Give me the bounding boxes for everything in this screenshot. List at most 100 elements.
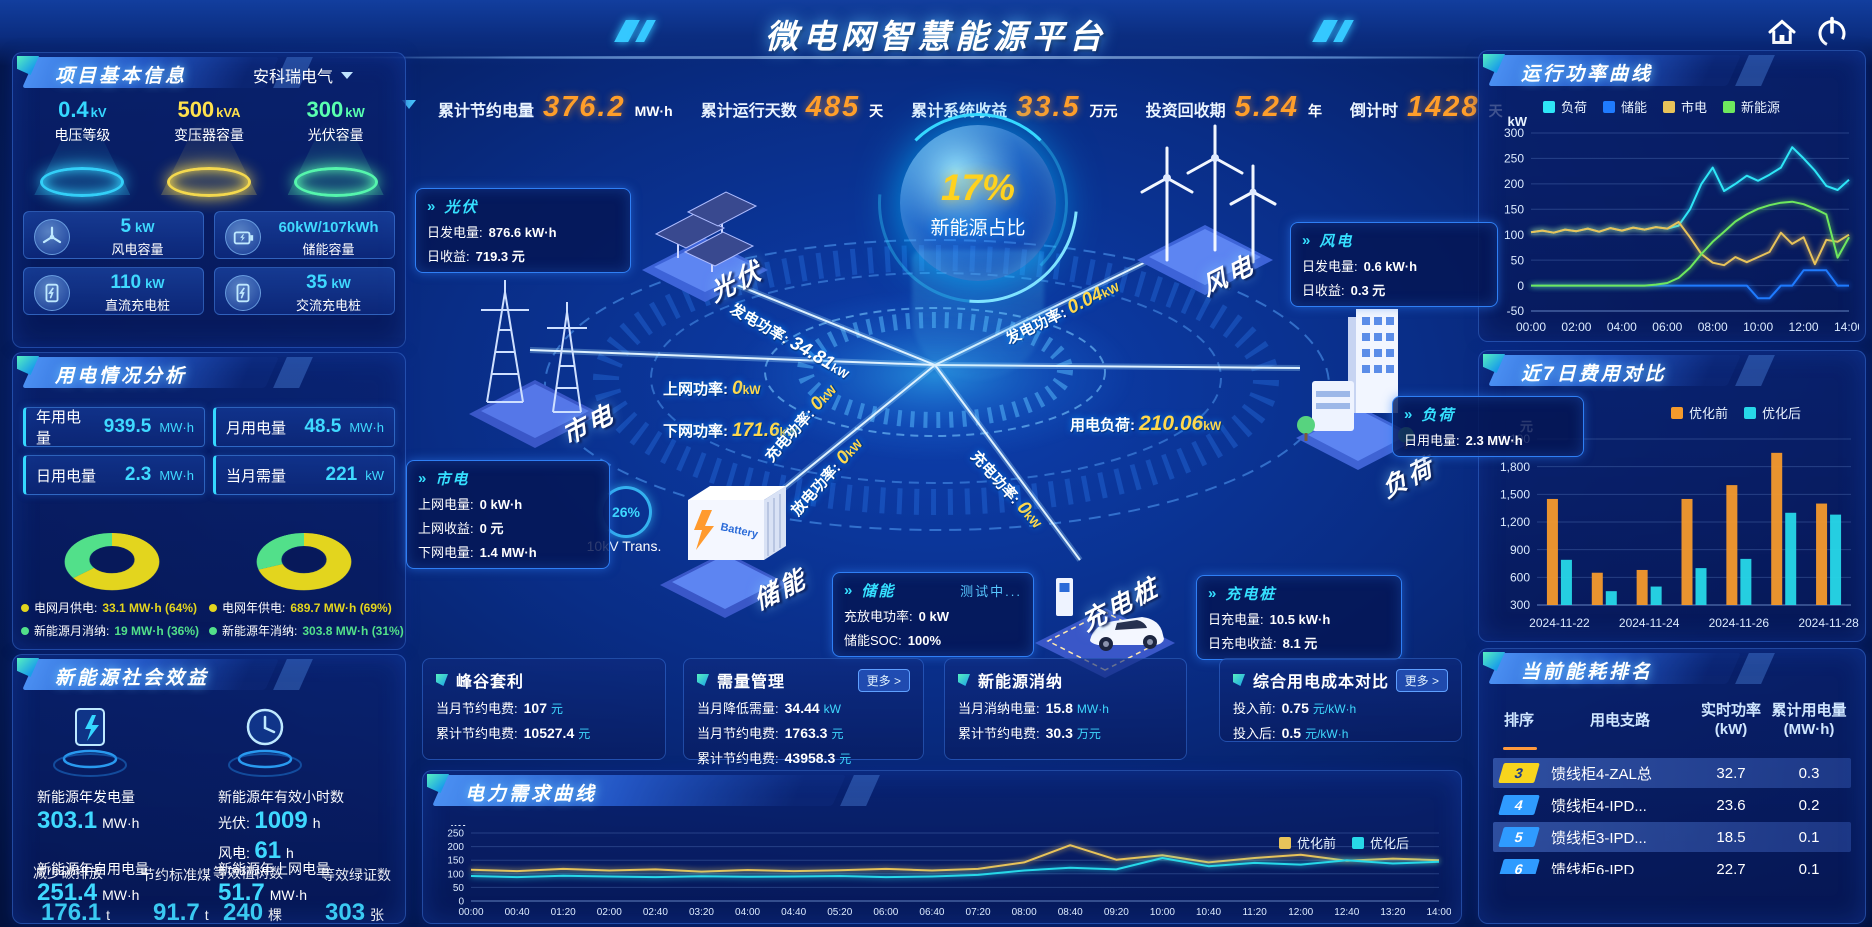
status-badge: 测试中... (960, 584, 1022, 599)
hours-icon (218, 703, 313, 783)
svg-text:04:40: 04:40 (781, 907, 806, 918)
bottom-kpi-title: 综合用电成本对比 (1253, 674, 1390, 691)
flow-value: 171.6 (732, 420, 780, 441)
kpi-unit: 万元 (1089, 102, 1118, 119)
demand-chart-legend: 优化前 优化后 (1279, 833, 1409, 852)
svg-text:02:40: 02:40 (643, 907, 668, 918)
monthly-supply-donut (37, 499, 187, 604)
company-dropdown[interactable]: 安科瑞电气 (253, 63, 353, 87)
kpi-row-label: 投入后: (1233, 726, 1276, 741)
charger-tooltip-title: 充电桩 (1225, 586, 1277, 603)
metric-label: 新能源年上网电量 (218, 861, 330, 877)
table-row: 3 馈线柜4-ZAL总 32.7 0.3 (1493, 758, 1851, 788)
legend-item-新能源[interactable]: 新能源 (1723, 97, 1780, 116)
svg-text:0: 0 (1517, 279, 1524, 293)
bottom-kpi-row: 累计节约电费: 43958.3 元 (697, 748, 910, 767)
panel-title: 电力需求曲线 (465, 784, 598, 805)
svg-text:04:00: 04:00 (1607, 320, 1637, 334)
rank-cell: 3 (1493, 763, 1545, 783)
legend-swatch (1744, 406, 1757, 419)
kpi-label: 倒计时 (1350, 102, 1399, 120)
svg-text:01:20: 01:20 (551, 907, 576, 918)
bottom-kpi-row: 累计节约电费: 10527.4 元 (436, 723, 652, 742)
kpi-item: 累计节约电量 376.2 MW·h (438, 91, 673, 124)
svg-text:06:40: 06:40 (919, 907, 944, 918)
legend-item: 电网月供电: 33.1 MW·h (64%) (21, 599, 209, 616)
svg-text:900: 900 (1510, 543, 1530, 557)
legend-item-优化后[interactable]: 优化后 (1744, 403, 1801, 422)
hologram-value: 300 kW (306, 97, 365, 122)
power-cell: 23.6 (1716, 796, 1746, 814)
grid-tooltip: » 市电 上网电量: 0 kW·h 上网收益: 0 元 下网电量: 1.4 MW·h (406, 460, 610, 569)
pv-island[interactable] (630, 172, 780, 312)
tooltip-row: 储能SOC: 100% (844, 633, 942, 648)
rank-cell: 4 (1493, 795, 1545, 815)
storage-tooltip: » 储能 测试中... 充放电功率: 0 kW 储能SOC: 100% (832, 572, 1034, 657)
monthly-donut-legend: 电网月供电: 33.1 MW·h (64%) 新能源月消纳: 19 MW·h (36%… (21, 599, 209, 645)
more-button[interactable]: 更多 > (857, 668, 910, 692)
svg-text:11:20: 11:20 (1242, 907, 1267, 918)
wind-turbine-icon (34, 219, 70, 255)
power-icon[interactable] (1814, 14, 1850, 50)
legend-label: 电网年供电: (222, 601, 286, 615)
svg-text:1,200: 1,200 (1500, 515, 1530, 529)
grid-island[interactable] (445, 262, 625, 457)
legend-item-负荷[interactable]: 负荷 (1543, 97, 1587, 116)
metric-value: 251.4 MW·h (37, 879, 140, 906)
storage-island[interactable]: Battery (640, 438, 810, 628)
load-island[interactable] (1278, 285, 1438, 480)
svg-text:10:00: 10:00 (1743, 320, 1773, 334)
charger-icon (34, 275, 70, 311)
cost-chart-legend: 优化前 优化后 (1671, 403, 1801, 422)
hologram-label: 电压等级 (54, 127, 111, 143)
svg-text:100: 100 (447, 869, 464, 880)
more-button[interactable]: 更多 > (1395, 668, 1448, 692)
kpi-row-unit: 元 (831, 727, 844, 741)
tooltip-row: 日充电量: 10.5 kW·h (1208, 612, 1331, 627)
home-icon[interactable] (1764, 14, 1800, 50)
arrow-icon: » (418, 470, 429, 487)
svg-text:08:40: 08:40 (1058, 907, 1083, 918)
demand-curve-chart: kW25020015010050000:0000:4001:2002:0002:… (433, 817, 1452, 924)
flow-unit: kW (742, 383, 761, 397)
legend-item-优化后[interactable]: 优化后 (1352, 833, 1409, 852)
flow-label-to-grid: 上网功率: 0kW (663, 378, 761, 400)
svg-text:05:20: 05:20 (827, 907, 852, 918)
stat-label: 当月需量 (226, 467, 287, 485)
svg-text:08:00: 08:00 (1012, 907, 1037, 918)
column-header: 实时功率 (kW) (1700, 702, 1761, 738)
metric-value: 51.7 MW·h (218, 879, 308, 906)
capacity-label: 直流充电桩 (104, 298, 170, 313)
svg-text:08:00: 08:00 (1698, 320, 1728, 334)
charger-icon (225, 275, 261, 311)
legend-label: 电网月供电: (34, 601, 98, 615)
flow-unit: kW (1203, 419, 1222, 433)
wind-island[interactable] (1115, 100, 1295, 305)
legend-item-市电[interactable]: 市电 (1663, 97, 1707, 116)
legend-item-优化前[interactable]: 优化前 (1671, 403, 1728, 422)
kpi-row-label: 当月消纳电量: (958, 701, 1040, 716)
bottom-kpi-0: 峰谷套利 当月节约电费: 107 元累计节约电费: 10527.4 元 (422, 658, 666, 760)
legend-label: 优化后 (1370, 836, 1410, 851)
legend-item: 新能源年消纳: 303.8 MW·h (31%) (209, 622, 404, 639)
svg-text:0: 0 (458, 897, 464, 908)
kpi-row-label: 累计节约电费: (436, 726, 518, 741)
bottom-kpi-title-row: 峰谷套利 (436, 668, 652, 692)
kpi-item: 倒计时1428天 (1350, 91, 1503, 124)
bottom-kpi-1: 需量管理 更多 > 当月降低需量: 34.44 kW 当月节约电费: 1763.3 元累计节约… (683, 658, 924, 766)
bottom-kpi-row: 投入前: 0.75 元/kW·h (1233, 698, 1448, 717)
legend-label: 储能 (1621, 100, 1648, 115)
power-stat-boxes: 年用电量 939.5 MW·h 月用电量 48.5 MW·h 日用电量 2.3 MW·h 当月需量… (23, 407, 395, 495)
svg-text:07:20: 07:20 (966, 907, 991, 918)
kpi-label: 累计运行天数 (700, 102, 797, 120)
legend-item-储能[interactable]: 储能 (1603, 97, 1647, 116)
power-stat-box: 年用电量 939.5 MW·h (23, 407, 205, 447)
title-decoration-right (1312, 20, 1354, 42)
legend-item-优化前[interactable]: 优化前 (1279, 833, 1336, 852)
rank-badge: 4 (1498, 795, 1540, 815)
svg-text:100: 100 (1504, 228, 1524, 242)
legend-label: 优化后 (1762, 406, 1802, 421)
legend-swatch (1663, 100, 1676, 113)
svg-text:300: 300 (1504, 126, 1524, 140)
